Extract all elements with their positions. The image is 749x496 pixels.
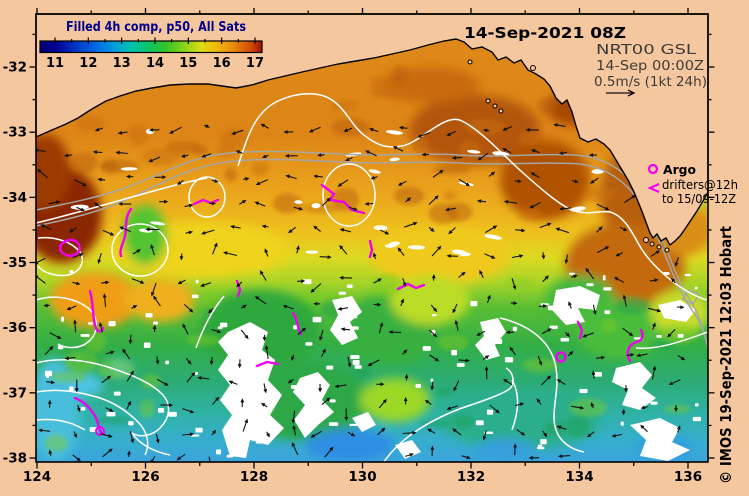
vector-scale-arrow-icon — [606, 89, 636, 97]
contours-white — [36, 93, 708, 462]
land-australia — [35, 13, 709, 253]
y-tick-label: -33 — [3, 125, 27, 141]
colorbar-title: Filled 4h comp, p50, All Sats — [66, 19, 246, 35]
drifter-legend-label: drifters@12h — [662, 177, 738, 192]
y-tick-label: -36 — [3, 320, 27, 336]
axis-ticks — [29, 8, 715, 469]
drifter-legend-arrow-icon — [647, 182, 660, 194]
y-tick-label: -37 — [3, 385, 27, 401]
colorbar-ticks — [54, 37, 256, 44]
y-tick-label: -38 — [3, 451, 27, 467]
colorbar-gradient — [39, 40, 263, 54]
model-name-label: NRT00 GSL — [596, 43, 697, 58]
map-datetime-label: 14-Sep-2021 08Z — [464, 24, 626, 42]
model-info-block: NRT00 GSL 14-Sep 00:00Z 0.5m/s (1kt 24h) — [594, 43, 707, 97]
colorbar-tick-label: 16 — [213, 56, 231, 71]
coastal-islands — [467, 59, 670, 253]
colorbar: Filled 4h comp, p50, All Sats 11 12 13 14 15… — [39, 19, 264, 71]
colorbar-labels: 11 12 13 14 15 16 17 — [46, 56, 264, 71]
x-tick-label: 128 — [240, 469, 268, 485]
argo-legend: Argo drifters@12h to 15/09-12Z — [647, 162, 738, 206]
x-tick-label: 130 — [348, 469, 376, 485]
x-tick-label: 134 — [565, 469, 593, 485]
colorbar-tick-label: 12 — [79, 56, 97, 71]
colorbar-tick-label: 17 — [246, 56, 264, 71]
contours-gray — [36, 150, 708, 351]
model-time-label: 14-Sep 00:00Z — [596, 59, 704, 74]
y-tick-label: -32 — [3, 60, 27, 76]
colorbar-tick-label: 14 — [146, 56, 164, 71]
x-tick-label: 124 — [23, 469, 51, 485]
y-tick-label: -34 — [3, 190, 27, 206]
credit-watermark: © IMOS 19-Sep-2021 12:03 Hobart — [717, 226, 735, 484]
vector-scale-label: 0.5m/s (1kt 24h) — [594, 75, 707, 90]
argo-legend-title: Argo — [663, 162, 696, 177]
colorbar-tick-label: 13 — [113, 56, 131, 71]
colorbar-tick-label: 11 — [46, 56, 64, 71]
x-tick-label: 136 — [674, 469, 702, 485]
colorbar-tick-label: 15 — [179, 56, 197, 71]
axis-labels: 124 126 128 130 132 134 136 -32 -33 -34 -35 -36 -37 -… — [3, 60, 702, 486]
drifter-legend-until-label: to 15/09-12Z — [662, 191, 736, 206]
y-tick-label: -35 — [3, 255, 27, 271]
plot-border — [35, 13, 709, 463]
argo-legend-marker-icon — [647, 163, 659, 175]
current-vectors — [36, 123, 686, 462]
argo-float-marker-icon — [555, 351, 567, 363]
x-tick-label: 132 — [457, 469, 485, 485]
cloud-specks — [44, 128, 702, 458]
x-tick-label: 126 — [131, 469, 159, 485]
